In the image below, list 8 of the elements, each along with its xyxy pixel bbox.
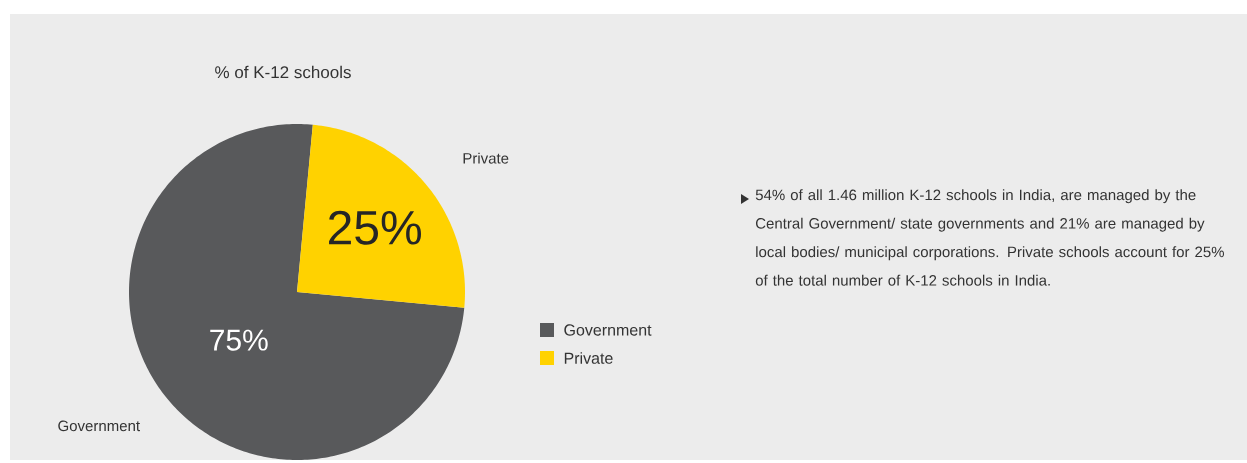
text: 54% of all 1.46 million K-12 schools in India, are managed by the Central Government/ state governments and 21% are managed by local bodies/ municipal corporations. Private schools account for 25% of the total number of K-12 schools in India. [755,189,1224,286]
chart-title: % of K-12 schools [215,65,351,79]
slice-label: Government [58,420,140,432]
legend-label: Government [564,324,652,336]
slice-label: Private [463,152,509,164]
data-label: 25% [329,210,421,245]
legend-label: Private [564,352,613,364]
data-label: 75% [210,329,268,351]
